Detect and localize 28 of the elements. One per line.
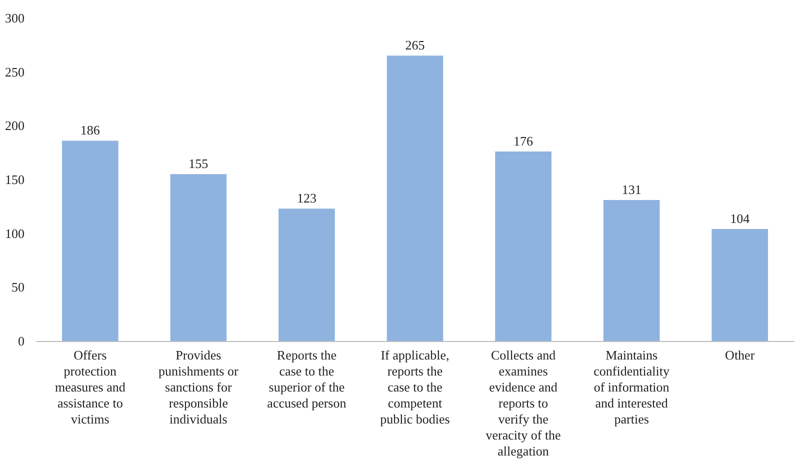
x-tick-label: Provides punishments or sanctions for responsible individuals bbox=[158, 348, 239, 426]
data-label: 155 bbox=[188, 156, 208, 172]
x-tick-label: Offers protection measures and assistance to victims bbox=[54, 348, 126, 426]
bar bbox=[712, 229, 768, 341]
bar bbox=[278, 208, 335, 341]
data-label: 123 bbox=[296, 190, 316, 206]
data-label: 131 bbox=[622, 182, 642, 197]
y-tick-label: 200 bbox=[5, 118, 24, 134]
y-tick-label: 100 bbox=[5, 226, 24, 241]
bar bbox=[62, 140, 118, 341]
bar bbox=[386, 56, 444, 341]
x-tick-label: Other bbox=[725, 348, 756, 362]
y-tick-label: 0 bbox=[18, 334, 24, 348]
bar bbox=[603, 200, 660, 341]
bar bbox=[170, 174, 227, 341]
x-tick-label: If applicable, reports the case to the competent public bodies bbox=[380, 348, 450, 426]
x-tick-label: Maintains confidentiality of information and interested parties bbox=[594, 348, 670, 426]
y-tick-label: 300 bbox=[5, 10, 24, 26]
y-tick-label: 150 bbox=[5, 172, 24, 187]
data-label: 104 bbox=[730, 211, 750, 226]
bar bbox=[495, 152, 552, 341]
data-label: 265 bbox=[405, 38, 425, 53]
y-tick-label: 50 bbox=[12, 280, 24, 295]
x-tick-label: Reports the case to the superior of the accused person bbox=[267, 348, 347, 410]
x-tick-label: Collects and examines evidence and reports to verify the veracity of the allegation bbox=[486, 348, 562, 458]
data-label: 186 bbox=[80, 122, 100, 138]
data-label: 176 bbox=[514, 134, 534, 149]
y-tick-label: 250 bbox=[5, 64, 24, 80]
